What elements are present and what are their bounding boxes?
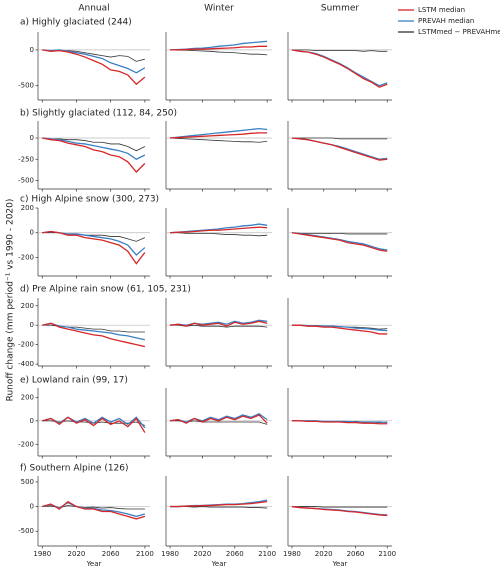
median-line	[291, 324, 388, 335]
y-tick-label: -500	[18, 82, 34, 90]
median-line	[42, 322, 146, 341]
x-tick-label: 1980	[33, 550, 51, 558]
y-tick-label: 500	[21, 478, 34, 486]
median-line	[42, 49, 146, 74]
median-line	[170, 226, 268, 234]
median-line	[42, 137, 146, 173]
y-tick-label: 200	[21, 204, 34, 212]
median-line	[42, 416, 146, 433]
median-line	[169, 414, 268, 424]
median-line	[291, 49, 388, 52]
x-tick-label: 2100	[378, 550, 396, 558]
median-line	[42, 137, 146, 152]
median-line	[291, 420, 388, 425]
y-tick-label: -500	[18, 527, 34, 535]
x-tick-label: 2060	[347, 550, 365, 558]
median-line	[169, 319, 268, 326]
median-line	[169, 413, 268, 423]
y-tick-label: -200	[18, 341, 34, 349]
column-title: Winter	[204, 4, 234, 14]
median-line	[170, 232, 268, 237]
y-tick-label: 200	[21, 302, 34, 310]
median-line	[42, 49, 145, 62]
row-title: f) Southern Alpine (126)	[20, 464, 129, 474]
row-title: c) High Alpine snow (300, 273)	[20, 195, 159, 205]
median-line	[169, 320, 268, 327]
x-tick-label: 2060	[226, 550, 244, 558]
median-line	[291, 232, 388, 252]
x-tick-label: 2060	[102, 550, 120, 558]
column-title: Summer	[321, 4, 359, 14]
y-tick-label: 200	[21, 393, 34, 401]
row-title: a) Highly glaciated (244)	[20, 18, 132, 28]
median-line	[42, 49, 146, 86]
y-tick-label: -500	[18, 177, 34, 185]
y-tick-label: -250	[18, 155, 34, 163]
y-axis-label: Runoff change (mm period⁻¹ vs 1990 - 202…	[6, 199, 16, 402]
median-line	[170, 132, 268, 139]
legend-label: PREVAH median	[418, 17, 474, 25]
x-tick-label: 1980	[283, 550, 301, 558]
y-tick-label: 0	[30, 229, 34, 237]
y-tick-label: -400	[18, 360, 34, 368]
legend-label: LSTM median	[418, 6, 465, 14]
median-line	[291, 505, 388, 517]
median-line	[170, 500, 268, 508]
y-tick-label: 0	[30, 417, 34, 425]
row-title: d) Pre Alpine rain snow (61, 105, 231)	[20, 285, 191, 295]
median-line	[42, 137, 146, 161]
column-title: Annual	[78, 4, 109, 14]
median-line	[42, 322, 146, 348]
median-line	[42, 416, 146, 429]
median-line	[291, 137, 388, 161]
median-line	[169, 127, 268, 139]
median-line	[170, 223, 268, 234]
x-tick-label: 2020	[315, 550, 333, 558]
x-tick-label: 2100	[136, 550, 154, 558]
x-tick-label: 1980	[161, 550, 179, 558]
x-axis-label: Year	[332, 560, 348, 568]
median-line	[42, 230, 146, 265]
x-tick-label: 2100	[258, 550, 276, 558]
x-tick-label: 2020	[193, 550, 211, 558]
y-tick-label: -200	[18, 253, 34, 261]
median-line	[291, 137, 388, 140]
y-tick-label: 0	[30, 134, 34, 142]
row-title: e) Lowland rain (99, 17)	[20, 376, 128, 386]
y-tick-label: 0	[30, 503, 34, 511]
median-line	[291, 137, 388, 160]
median-line	[42, 500, 146, 520]
median-line	[291, 49, 388, 87]
median-line	[170, 137, 268, 143]
y-tick-label: 0	[30, 321, 34, 329]
x-tick-label: 2020	[68, 550, 86, 558]
x-axis-label: Year	[86, 560, 102, 568]
x-axis-label: Year	[211, 560, 227, 568]
row-title: b) Slightly glaciated (112, 84, 250)	[20, 109, 177, 119]
median-line	[291, 506, 388, 508]
median-line	[170, 49, 268, 56]
y-tick-label: 0	[30, 46, 34, 54]
y-tick-label: -200	[18, 440, 34, 448]
median-line	[291, 232, 388, 235]
median-line	[170, 45, 268, 51]
median-line	[291, 49, 388, 88]
legend-label: LSTMmed − PREVAHmed	[418, 28, 500, 36]
